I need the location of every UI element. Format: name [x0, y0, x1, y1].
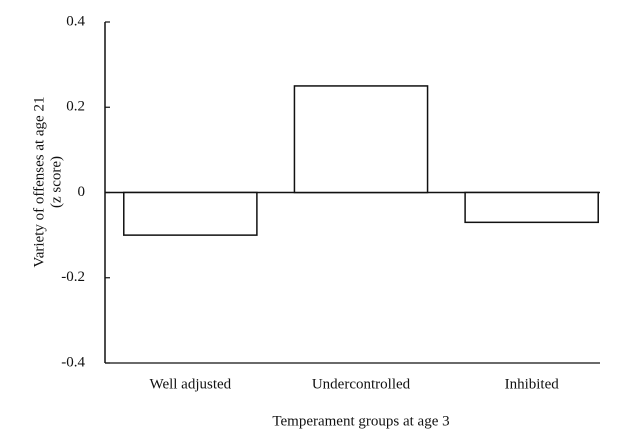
x-tick-label: Undercontrolled	[312, 376, 411, 392]
y-tick-label: 0.4	[66, 13, 85, 29]
x-tick-label: Inhibited	[505, 376, 560, 392]
y-axis-label: Variety of offenses at age 21	[31, 97, 47, 268]
bar	[123, 191, 258, 236]
y-axis-label: (z score)	[48, 156, 64, 208]
x-axis-label: Temperament groups at age 3	[272, 413, 449, 429]
y-tick-label: -0.4	[61, 354, 85, 370]
x-tick-label: Well adjusted	[149, 376, 231, 392]
bar	[293, 85, 429, 194]
y-tick-label: 0	[78, 184, 86, 200]
y-tick-label: 0.2	[66, 99, 85, 115]
y-tick-label: -0.2	[61, 269, 85, 285]
bar	[464, 191, 599, 224]
